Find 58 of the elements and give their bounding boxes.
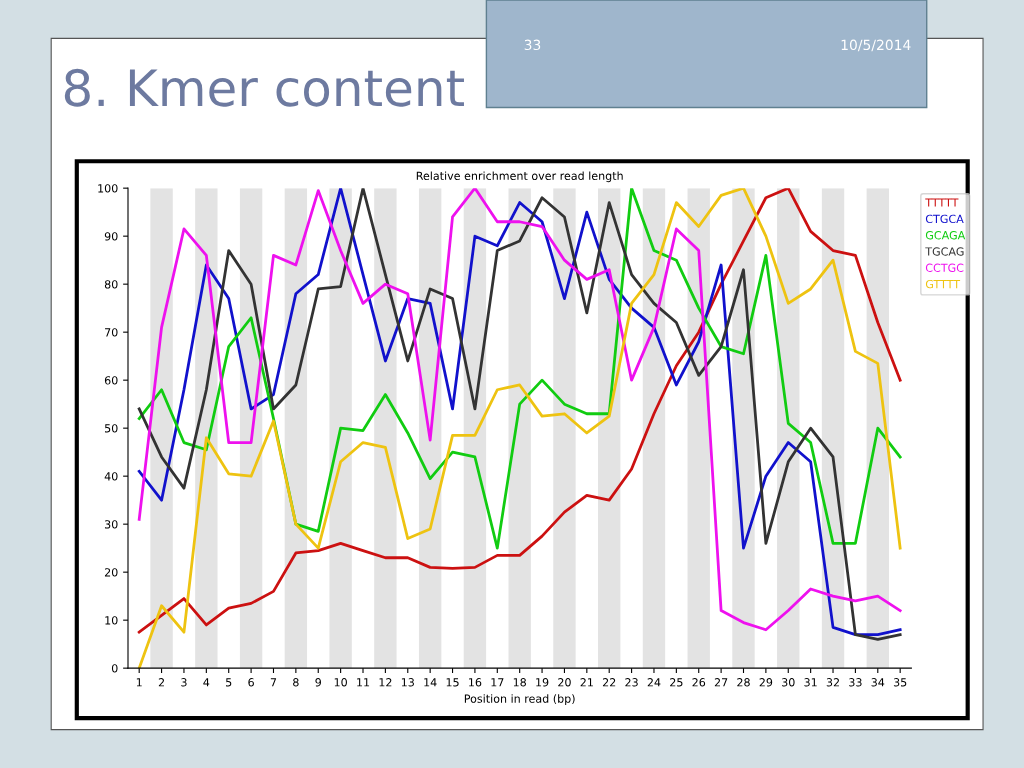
x-tick-label: 25 bbox=[670, 678, 683, 687]
x-tick-label: 4 bbox=[203, 678, 210, 687]
text: TTTTT bbox=[925, 198, 959, 207]
y-tick-label: 30 bbox=[104, 520, 118, 529]
y-tick-label: 100 bbox=[98, 184, 118, 193]
chart-title: 8. Kmer content bbox=[64, 68, 464, 107]
x-tick-label: 20 bbox=[558, 678, 571, 687]
x-tick-label: 15 bbox=[446, 678, 459, 687]
x-tick-label: 21 bbox=[580, 678, 593, 687]
x-tick-label: 14 bbox=[424, 678, 437, 687]
x-axis-title: Position in read (bp) bbox=[464, 694, 575, 705]
text: CCTGC bbox=[925, 263, 964, 272]
y-tick-label: 90 bbox=[104, 232, 118, 241]
x-tick-label: 3 bbox=[181, 678, 187, 687]
x-tick-label: 29 bbox=[759, 678, 773, 687]
x-tick-label: 12 bbox=[379, 678, 392, 687]
x-tick-label: 22 bbox=[602, 678, 616, 687]
x-tick-label: 6 bbox=[248, 678, 254, 687]
text: 33 bbox=[524, 39, 541, 51]
x-tick-label: 31 bbox=[804, 678, 817, 687]
x-tick-label: 30 bbox=[782, 678, 795, 687]
chart-subtitle: Relative enrichment over read length bbox=[416, 171, 623, 183]
x-tick-label: 32 bbox=[826, 678, 839, 687]
x-tick-label: 35 bbox=[893, 678, 907, 687]
y-tick-label: 0 bbox=[111, 664, 118, 673]
x-tick-label: 8 bbox=[293, 678, 299, 687]
x-tick-label: 10 bbox=[334, 678, 347, 687]
y-tick-label: 50 bbox=[105, 424, 118, 433]
line-series bbox=[137, 188, 902, 550]
y-tick-label: 60 bbox=[104, 376, 118, 385]
x-tick-label: 1 bbox=[136, 678, 142, 687]
x-tick-label: 7 bbox=[270, 678, 277, 687]
x-tick-label: 24 bbox=[647, 678, 661, 687]
x-tick-label: 26 bbox=[692, 678, 706, 687]
text: TGCAG bbox=[925, 247, 964, 256]
text: CTGCA bbox=[925, 214, 964, 224]
x-tick-label: 27 bbox=[714, 678, 728, 687]
text: 10/5/2014 bbox=[841, 39, 911, 52]
y-tick-label: 70 bbox=[105, 328, 118, 337]
x-tick-label: 9 bbox=[315, 678, 321, 687]
x-tick-label: 2 bbox=[158, 678, 164, 687]
x-tick-label: 28 bbox=[737, 678, 750, 687]
x-tick-label: 33 bbox=[849, 678, 862, 687]
y-tick-label: 40 bbox=[104, 472, 118, 481]
y-tick-label: 80 bbox=[104, 280, 118, 289]
x-tick-label: 18 bbox=[513, 678, 526, 687]
x-tick-label: 13 bbox=[401, 678, 414, 687]
x-tick-label: 11 bbox=[357, 678, 370, 687]
y-tick-label: 10 bbox=[105, 616, 118, 625]
x-tick-label: 19 bbox=[536, 678, 549, 687]
x-tick-label: 34 bbox=[871, 678, 885, 687]
x-tick-label: 17 bbox=[491, 678, 504, 687]
x-tick-label: 16 bbox=[469, 678, 482, 687]
text: GTTTT bbox=[925, 279, 961, 289]
x-tick-label: 23 bbox=[625, 678, 638, 687]
text: GCAGA bbox=[925, 230, 966, 240]
x-tick-label: 5 bbox=[226, 678, 232, 687]
y-tick-label: 20 bbox=[104, 568, 118, 577]
